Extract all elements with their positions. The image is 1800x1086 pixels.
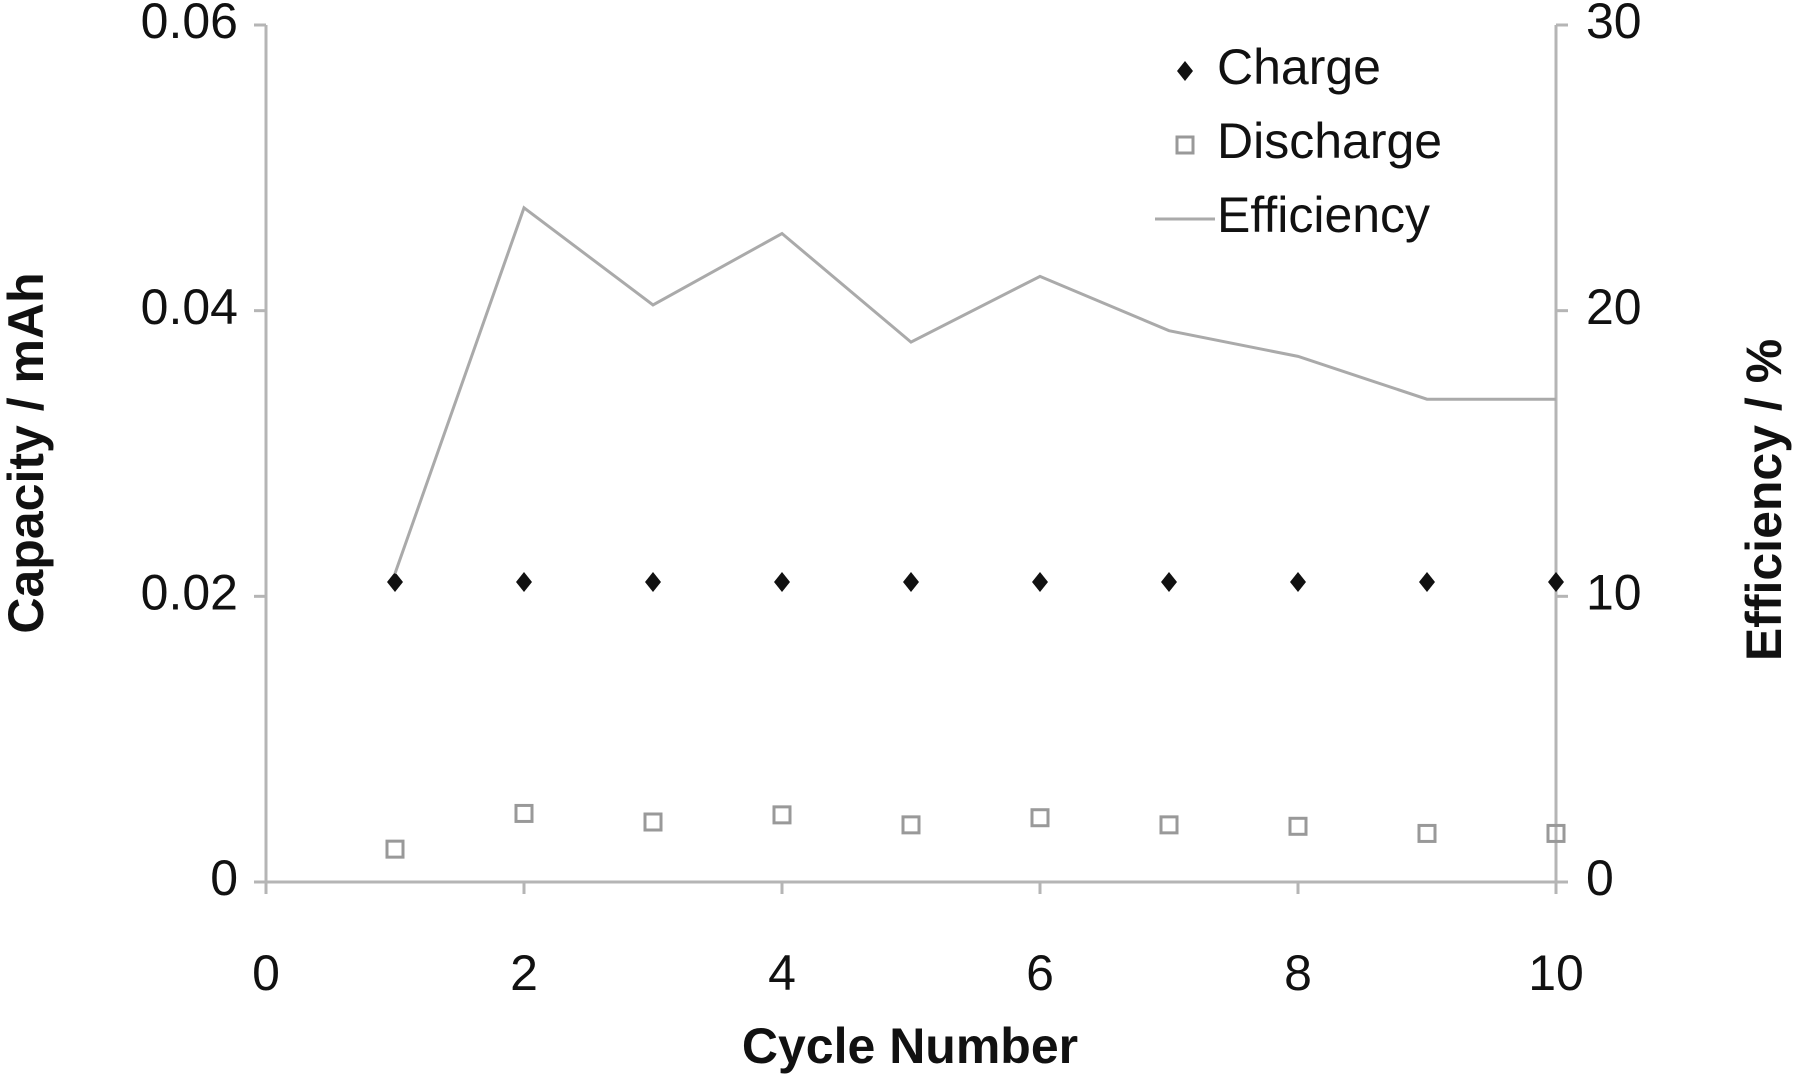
x-tick-label: 8 — [1284, 945, 1312, 1001]
y2-tick-label: 10 — [1586, 565, 1642, 621]
y2-tick-label: 0 — [1586, 850, 1614, 906]
discharge-point — [514, 803, 534, 823]
charge-point — [1419, 572, 1435, 593]
x-tick-label: 10 — [1528, 945, 1584, 1001]
y-tick-label: 0 — [210, 850, 238, 906]
y-tick-label: 0.02 — [141, 565, 238, 621]
legend-label: Discharge — [1217, 113, 1442, 169]
y2-tick-label: 30 — [1586, 0, 1642, 49]
discharge-point — [1417, 823, 1437, 843]
y-axis-title: Capacity / mAh — [0, 272, 54, 633]
legend-marker — [1175, 135, 1195, 155]
charge-point — [1290, 572, 1306, 593]
legend-label: Charge — [1217, 39, 1381, 95]
x-tick-label: 6 — [1026, 945, 1054, 1001]
x-tick-label: 2 — [510, 945, 538, 1001]
discharge-point — [385, 839, 405, 859]
legend-label: Efficiency — [1217, 187, 1430, 243]
efficiency-line — [393, 205, 1556, 574]
y2-axis-title: Efficiency / % — [1736, 339, 1792, 661]
charge-point — [516, 572, 532, 593]
charge-point — [387, 572, 403, 593]
legend-marker — [1177, 61, 1193, 81]
x-tick-label: 0 — [252, 945, 280, 1001]
x-axis-title: Cycle Number — [742, 1018, 1078, 1074]
y2-tick-label: 20 — [1586, 279, 1642, 335]
x-tick-label: 4 — [768, 945, 796, 1001]
discharge-point — [1546, 823, 1566, 843]
discharge-point — [1159, 815, 1179, 835]
y-tick-label: 0.04 — [141, 279, 238, 335]
y-tick-label: 0.06 — [141, 0, 238, 49]
charge-point — [774, 572, 790, 593]
charge-point — [1548, 572, 1564, 593]
discharge-point — [1030, 808, 1050, 828]
discharge-point — [643, 812, 663, 832]
discharge-point — [772, 805, 792, 825]
discharge-point — [901, 815, 921, 835]
charge-point — [1032, 572, 1048, 593]
charge-point — [903, 572, 919, 593]
discharge-point — [1288, 816, 1308, 836]
charge-point — [1161, 572, 1177, 593]
charge-point — [645, 572, 661, 593]
